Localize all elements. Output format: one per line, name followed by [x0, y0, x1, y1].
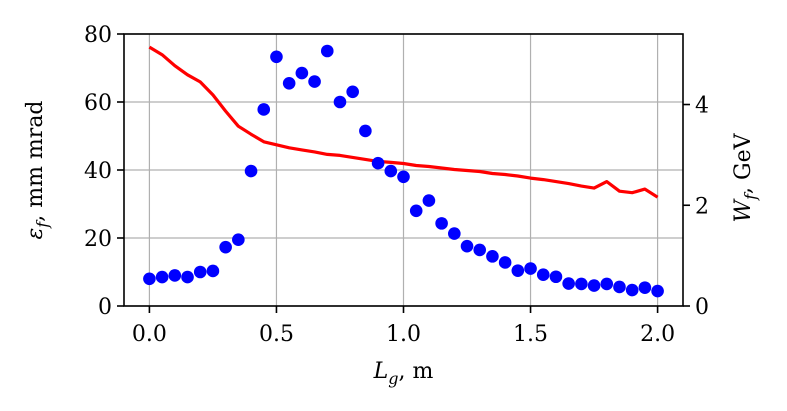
- scatter-point: [498, 256, 512, 269]
- right-y-axis-label-symbol: W: [731, 198, 756, 223]
- scatter-point: [333, 95, 347, 109]
- scatter-point: [295, 66, 309, 80]
- scatter-point: [346, 85, 359, 99]
- x-tick-label: 0.5: [259, 322, 294, 347]
- scatter-point: [524, 262, 537, 275]
- scatter-point: [143, 272, 156, 286]
- scatter-point: [308, 75, 321, 88]
- left-y-tick-label: 80: [84, 23, 112, 48]
- x-axis-label-symbol: L: [373, 359, 389, 384]
- scatter-point: [486, 250, 499, 263]
- right-y-axis-label: Wf, GeV: [731, 132, 760, 222]
- x-tick-label: 1.5: [513, 322, 548, 347]
- x-tick-label: 0.0: [132, 322, 167, 347]
- weight-line: [148, 45, 659, 199]
- scatter-point: [359, 124, 372, 138]
- right-y-axis-label-subscript: f: [741, 191, 760, 201]
- grid: [124, 33, 683, 307]
- x-axis-ticks: 0.0 0.5 1.0 1.5 2.0: [132, 306, 675, 347]
- scatter-point: [460, 239, 474, 253]
- scatter-point: [282, 77, 296, 90]
- scatter-point: [193, 265, 207, 279]
- x-tick-label: 2.0: [640, 322, 675, 347]
- scatter-point: [448, 227, 461, 240]
- scatter-point: [435, 217, 448, 230]
- left-y-axis-label: εf, mm mrad: [23, 100, 52, 239]
- scatter-point: [270, 50, 283, 64]
- scatter-point: [638, 281, 652, 294]
- right-y-axis-ticks: 0 2 4: [683, 94, 709, 320]
- right-y-tick-label: 4: [695, 94, 709, 119]
- left-y-tick-label: 20: [84, 227, 112, 252]
- scatter-point: [422, 194, 436, 207]
- scatter-point: [651, 284, 664, 298]
- scatter-point: [244, 164, 258, 178]
- right-y-tick-label: 2: [695, 194, 709, 219]
- scatter-point: [549, 270, 563, 284]
- left-y-tick-label: 40: [84, 159, 112, 184]
- scatter-point: [409, 204, 423, 218]
- x-tick-label: 1.0: [386, 322, 421, 347]
- scatter-point: [181, 270, 194, 284]
- scatter-point: [587, 279, 601, 292]
- right-y-axis-label-suffix: , GeV: [731, 132, 756, 194]
- scatter-point: [219, 240, 232, 254]
- scatter-point: [575, 277, 588, 291]
- scatter-point: [206, 264, 220, 278]
- left-y-axis-label-subscript: f: [33, 219, 52, 229]
- scatter-point: [613, 280, 626, 294]
- left-y-axis-label-symbol: ε: [23, 228, 48, 240]
- scatter-point: [473, 243, 487, 257]
- left-y-tick-label: 60: [84, 91, 112, 116]
- scatter-point: [155, 270, 169, 284]
- scatter-point: [320, 44, 334, 58]
- x-axis-label-subscript: g: [388, 369, 398, 388]
- right-y-tick-label: 0: [695, 295, 709, 320]
- scatter-point: [511, 264, 525, 277]
- scatter-point: [384, 164, 398, 178]
- scatter-point: [371, 156, 385, 170]
- left-y-tick-label: 0: [98, 295, 112, 320]
- scatter-point: [625, 283, 639, 297]
- x-axis-label-suffix: , m: [399, 359, 434, 384]
- scatter-point: [257, 103, 271, 116]
- scatter-point: [397, 170, 410, 184]
- left-y-axis-label-suffix: , mm mrad: [23, 100, 48, 221]
- left-y-axis-ticks: 0 20 40 60 80: [84, 23, 124, 320]
- scatter-point: [232, 233, 245, 246]
- scatter-point: [536, 268, 550, 282]
- scatter-point: [168, 269, 182, 282]
- emittance-scatter-series: [143, 44, 664, 298]
- weight-line-series: [148, 45, 659, 199]
- x-axis-label: Lg, m: [373, 359, 434, 388]
- scatter-point: [600, 277, 614, 291]
- scatter-point: [562, 277, 575, 290]
